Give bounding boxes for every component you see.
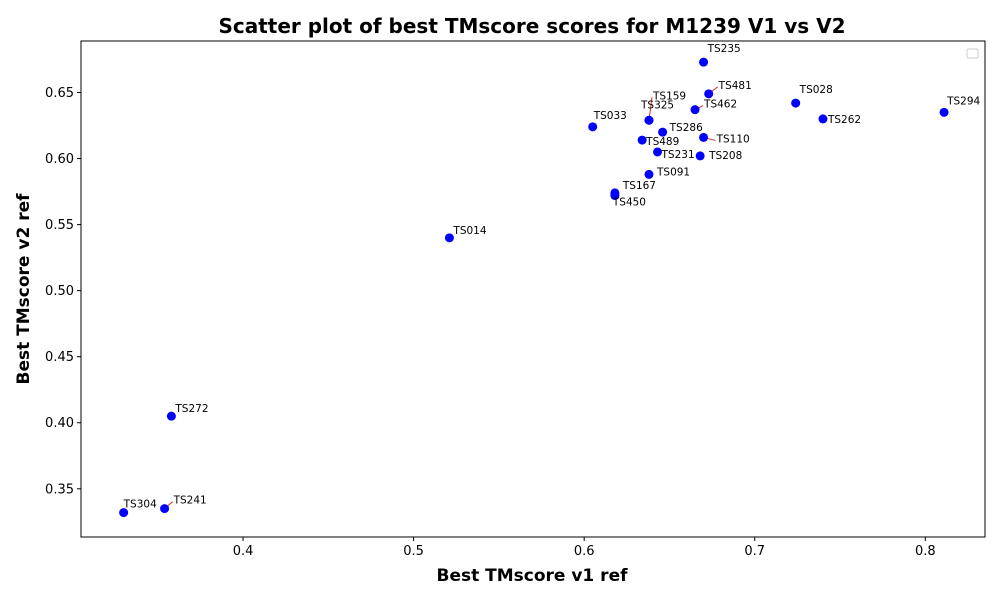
x-tick-label: 0.7 bbox=[744, 544, 765, 559]
x-tick-label: 0.5 bbox=[403, 544, 424, 559]
data-point-ts450 bbox=[610, 191, 620, 201]
data-point-ts014 bbox=[444, 233, 454, 243]
point-label-ts325: TS325 bbox=[640, 99, 674, 111]
point-label-ts450: TS450 bbox=[612, 197, 646, 209]
point-label-ts286: TS286 bbox=[669, 122, 703, 134]
x-axis-ticks: 0.4 0.5 0.6 0.7 0.8 bbox=[233, 537, 936, 559]
plot-area bbox=[80, 40, 986, 538]
data-point-ts272 bbox=[166, 411, 176, 421]
data-point-ts110 bbox=[699, 132, 709, 142]
data-point-ts231 bbox=[653, 147, 663, 157]
x-axis-label: Best TMscore v1 ref bbox=[436, 566, 628, 586]
data-points bbox=[119, 57, 949, 518]
data-point-ts262 bbox=[818, 114, 828, 124]
point-label-ts272: TS272 bbox=[174, 403, 208, 415]
point-label-ts462: TS462 bbox=[703, 99, 737, 111]
data-point-ts286 bbox=[658, 127, 668, 137]
y-tick-label: 0.65 bbox=[45, 86, 74, 101]
x-tick-label: 0.4 bbox=[233, 544, 254, 559]
x-tick-label: 0.8 bbox=[915, 544, 936, 559]
y-tick-label: 0.35 bbox=[45, 482, 74, 497]
point-label-ts033: TS033 bbox=[593, 110, 627, 122]
data-point-ts241 bbox=[160, 504, 170, 514]
data-point-ts208 bbox=[695, 151, 705, 161]
point-label-ts028: TS028 bbox=[799, 84, 833, 96]
point-label-ts489: TS489 bbox=[645, 136, 679, 148]
data-point-ts028 bbox=[791, 98, 801, 108]
y-tick-label: 0.55 bbox=[45, 218, 74, 233]
point-label-ts294: TS294 bbox=[946, 95, 980, 107]
data-point-ts091 bbox=[644, 169, 654, 179]
point-label-ts235: TS235 bbox=[707, 43, 741, 55]
point-labels: TS235 TS481 TS028 TS294 TS262 TS462 TS159TS325… bbox=[123, 43, 981, 510]
y-tick-label: 0.60 bbox=[45, 152, 74, 167]
point-label-ts091: TS091 bbox=[656, 166, 690, 178]
y-axis-ticks: 0.35 0.40 0.45 0.50 0.55 0.60 0.65 bbox=[45, 86, 81, 497]
point-label-ts262: TS262 bbox=[827, 114, 861, 126]
point-label-ts241: TS241 bbox=[173, 495, 207, 507]
point-label-ts159: TS159 bbox=[652, 90, 686, 102]
point-label-ts304: TS304 bbox=[123, 499, 157, 511]
legend-box bbox=[966, 48, 979, 59]
point-label-ts167: TS167 bbox=[622, 180, 656, 192]
data-point-ts033 bbox=[588, 122, 598, 132]
data-point-ts235 bbox=[699, 57, 709, 67]
point-label-ts014: TS014 bbox=[452, 225, 486, 237]
y-tick-label: 0.45 bbox=[45, 350, 74, 365]
data-point-ts304 bbox=[119, 508, 129, 518]
point-label-ts208: TS208 bbox=[708, 150, 742, 162]
data-point-ts294 bbox=[939, 107, 949, 117]
data-point-ts481 bbox=[704, 89, 714, 99]
chart-title: Scatter plot of best TMscore scores for … bbox=[218, 14, 845, 38]
data-point-ts462 bbox=[690, 105, 700, 115]
data-point-ts325 bbox=[644, 115, 654, 125]
data-point-ts489 bbox=[637, 135, 647, 145]
y-tick-label: 0.50 bbox=[45, 284, 74, 299]
point-label-ts110: TS110 bbox=[716, 133, 750, 145]
point-label-ts481: TS481 bbox=[718, 80, 752, 92]
point-label-ts231: TS231 bbox=[661, 149, 695, 161]
y-axis-label: Best TMscore v2 ref bbox=[14, 193, 34, 385]
y-tick-label: 0.40 bbox=[45, 416, 74, 431]
x-tick-label: 0.6 bbox=[574, 544, 595, 559]
